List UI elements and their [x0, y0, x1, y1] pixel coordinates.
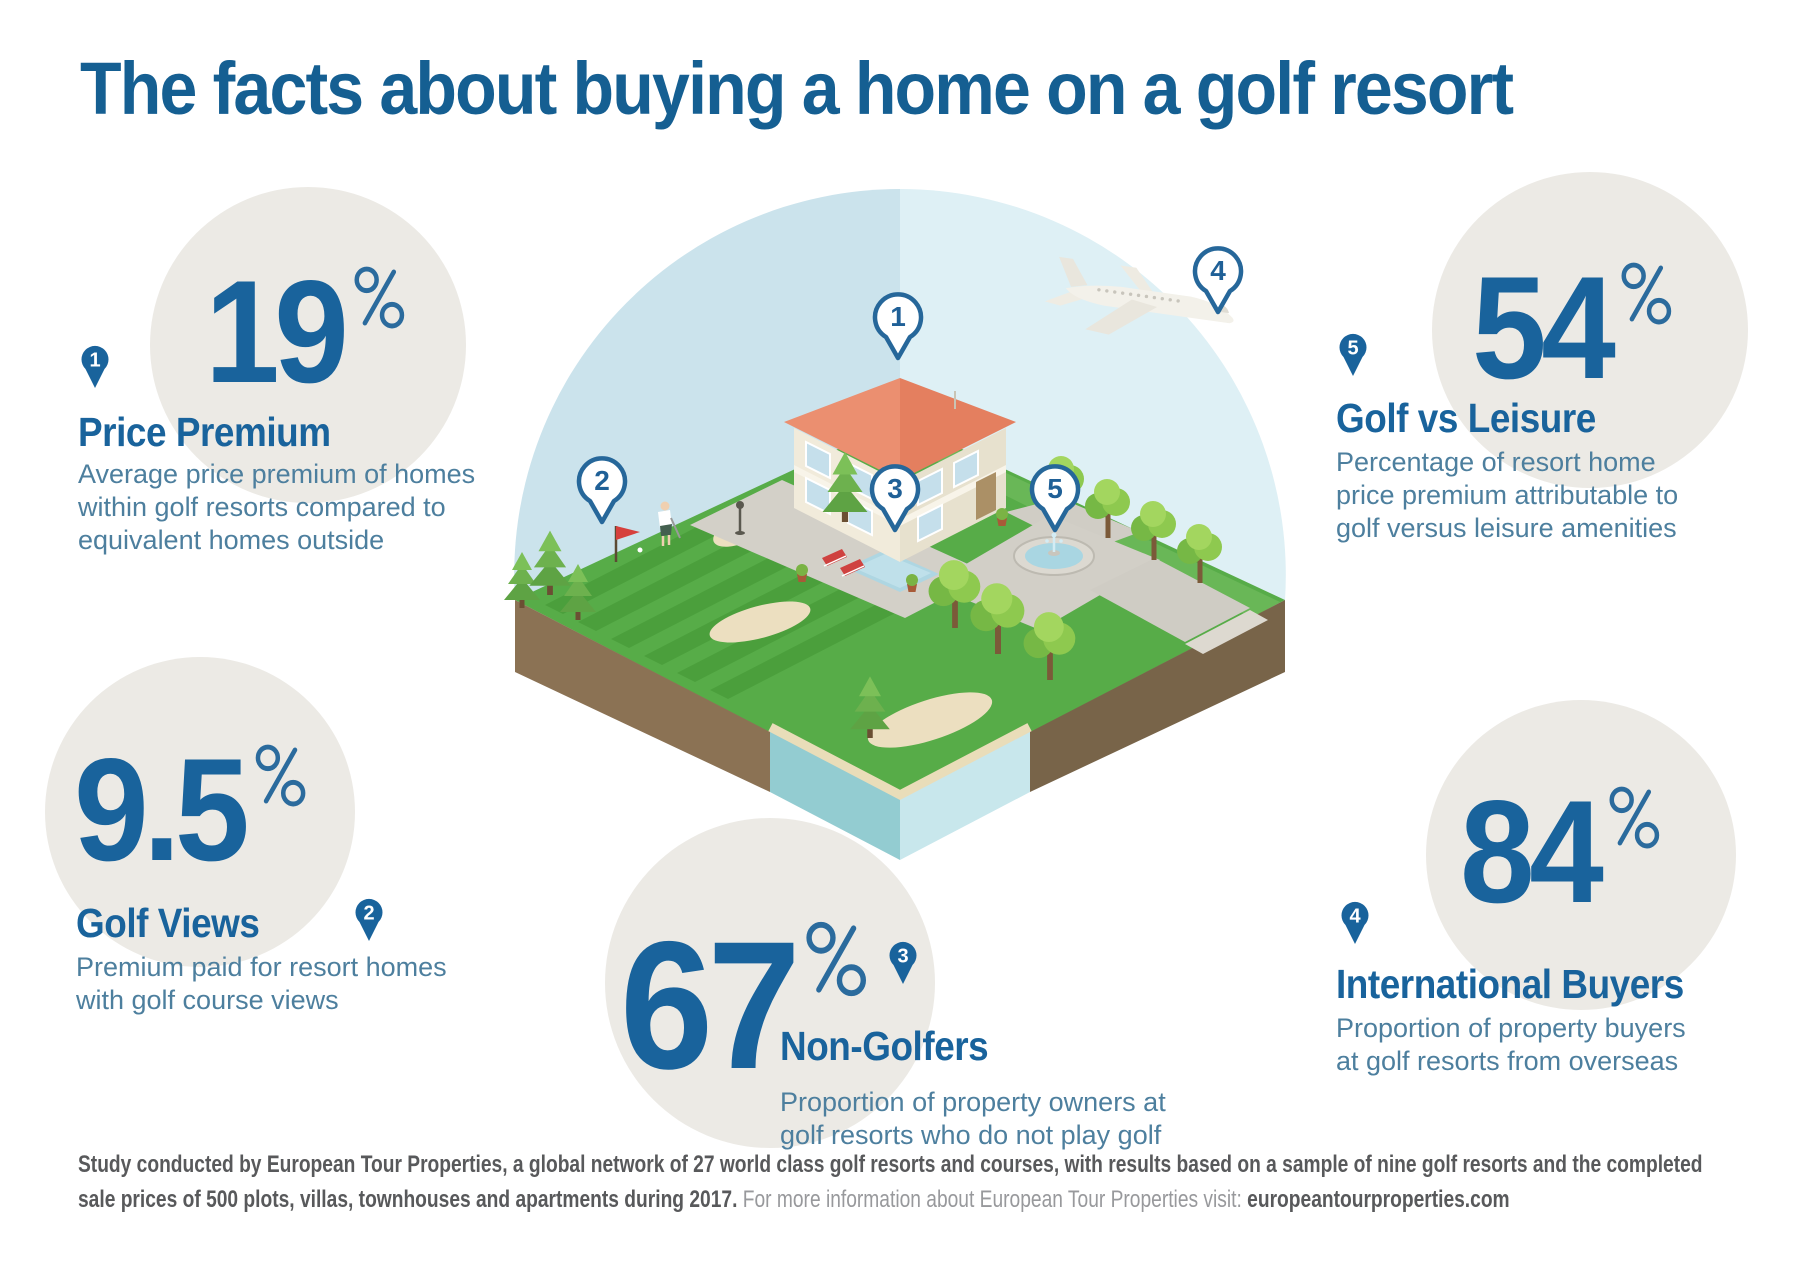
stat-circle-bg-3: [605, 818, 935, 1148]
stat-circle-bg-2: [45, 657, 355, 967]
villa-door: [976, 472, 996, 520]
stat-circle-bg-4: [1426, 700, 1736, 1010]
villa-windows-right: [917, 449, 979, 543]
stat-description-1: Average price premium of homes within go…: [78, 459, 476, 555]
svg-text:4: 4: [1349, 906, 1361, 928]
soil-left: [515, 600, 770, 792]
soil-right: [1030, 600, 1285, 792]
stat-heading-1: Price Premium: [78, 409, 331, 455]
golf-flag: [614, 526, 640, 562]
stat-description-3: Proportion of property owners at golf re…: [780, 1087, 1166, 1150]
stat-value-1: 19: [205, 259, 405, 405]
svg-text:3: 3: [897, 946, 908, 968]
stat-circle-bg-1: [150, 187, 466, 503]
stat-marker-badge-4: 4: [1341, 901, 1369, 944]
stat-value-2: 9.5: [74, 737, 306, 883]
footer-website: europeantourproperties.com: [1247, 1185, 1510, 1213]
stat-heading-5: Golf vs Leisure: [1336, 395, 1596, 441]
villa: [784, 378, 1016, 592]
svg-text:4: 4: [1210, 255, 1226, 286]
svg-text:2: 2: [363, 903, 374, 925]
svg-text:1: 1: [89, 350, 100, 372]
map-pin-2: 2: [576, 456, 628, 525]
percent-icon: [806, 921, 867, 997]
map-pin-3: 3: [869, 464, 921, 533]
potted-plants: [796, 508, 1008, 592]
map-pin-4: 4: [1192, 246, 1244, 315]
fountain: [1013, 532, 1095, 576]
stat-heading-2: Golf Views: [76, 900, 260, 946]
walkway: [1090, 558, 1250, 642]
footer-study-text: Study conducted by European Tour Propert…: [78, 1151, 1703, 1213]
golf-ball: [637, 547, 643, 553]
villa-roof-left: [784, 378, 900, 480]
stat-value-4: 84: [1460, 779, 1660, 925]
percent-icon: [255, 744, 306, 807]
water-right: [900, 732, 1030, 860]
percent-icon: [1621, 262, 1672, 325]
map-pin-5: 5: [1029, 464, 1081, 533]
stat-description-2: Premium paid for resort homes with golf …: [76, 952, 447, 1015]
stat-marker-badge-3: 3: [889, 941, 917, 984]
lamp-post: [735, 501, 745, 535]
stat-description-5: Percentage of resort home price premium …: [1336, 447, 1679, 543]
stat-heading-4: International Buyers: [1336, 961, 1684, 1007]
golfer: [658, 501, 681, 546]
svg-text:2: 2: [594, 465, 610, 496]
stat-marker-badge-2: 2: [355, 898, 383, 941]
stat-marker-badge-5: 5: [1339, 333, 1367, 376]
svg-text:5: 5: [1047, 473, 1063, 504]
steps: [1185, 610, 1268, 654]
map-pin-1: 1: [872, 292, 924, 361]
svg-text:3: 3: [887, 473, 903, 504]
footer-note: Study conducted by European Tour Propert…: [78, 1148, 1742, 1218]
footer-more-info: For more information about European Tour…: [737, 1185, 1248, 1213]
page-title: The facts about buying a home on a golf …: [80, 47, 1514, 130]
water-left: [770, 732, 900, 860]
stat-marker-badge-1: 1: [81, 345, 109, 388]
airplane-icon: [1044, 256, 1234, 335]
svg-text:5: 5: [1347, 338, 1358, 360]
svg-text:1: 1: [890, 301, 906, 332]
beach-sand: [767, 723, 1033, 803]
stat-circle-bg-5: [1432, 172, 1748, 488]
resort-illustration: 1 2 3 4 5: [504, 189, 1286, 860]
stat-description-4: Proportion of property buyers at golf re…: [1336, 1013, 1686, 1076]
stat-value-3: 67: [620, 914, 867, 1096]
percent-icon: [354, 266, 405, 329]
sun-loungers: [822, 549, 865, 577]
stat-heading-3: Non-Golfers: [780, 1023, 989, 1069]
stat-value-5: 54: [1472, 255, 1672, 401]
percent-icon: [1609, 786, 1660, 849]
villa-roof-right: [900, 378, 1016, 480]
